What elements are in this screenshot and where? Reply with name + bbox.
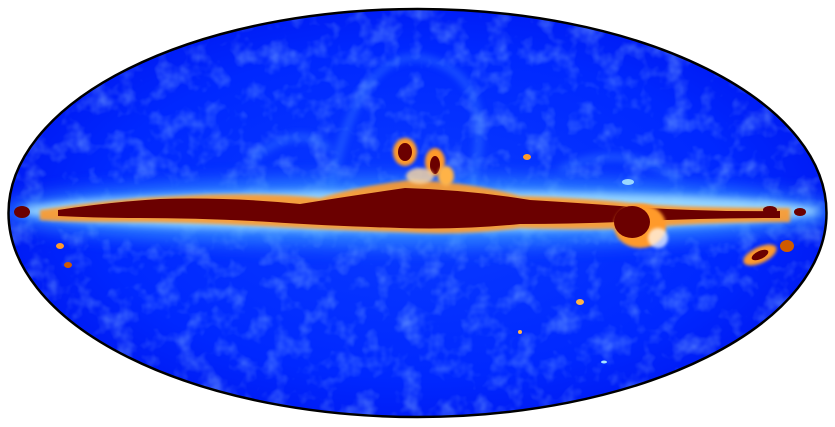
orion-taurus-clouds (614, 204, 794, 266)
isolated-clouds (14, 154, 806, 364)
map-outline (7, 7, 828, 419)
rho-ophiuchi-clouds (393, 138, 454, 186)
galactic-plane-core (58, 188, 780, 229)
faint-loop-structures (248, 54, 682, 191)
